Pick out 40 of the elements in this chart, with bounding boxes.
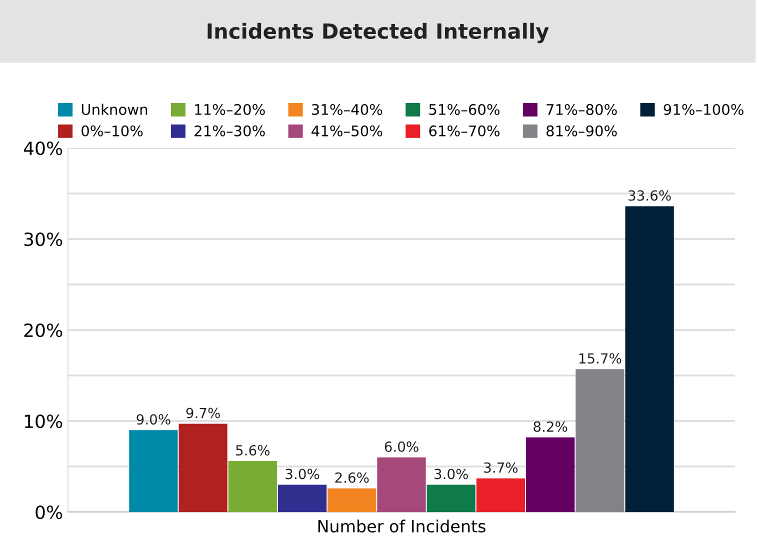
bar [228,461,277,512]
text: 2.6% [335,472,369,483]
x-axis-title: Number of Incidents [318,520,486,533]
bar [426,484,476,512]
y-tick-label: 10% [24,414,62,428]
text: 5.6% [236,445,270,456]
bar [278,484,327,512]
legend-label: 11%–20% [195,104,265,116]
legend-label: 71%–80% [546,104,617,116]
text: 33.6% [628,190,671,201]
text: 8.2% [534,421,568,432]
text: 3.7% [484,462,518,473]
y-tick-label: 20% [24,323,62,338]
bar [328,488,376,512]
bar [178,424,228,512]
legend-label: 61%–70% [429,125,500,136]
text: 3.0% [434,468,468,480]
text: 6.0% [384,441,418,452]
legend-label: Unknown [82,104,148,116]
y-tick-label: 0% [36,505,62,520]
text: 9.0% [136,414,170,425]
text: 3.0% [286,468,320,480]
bar [526,437,575,512]
chart-title: Incidents Detected Internally [208,22,549,44]
bar [129,430,178,512]
legend-label: 21%–30% [194,125,265,136]
bar [625,206,674,512]
y-tick-label: 40% [24,141,62,156]
bar [476,478,526,512]
legend-label: 51%–60% [429,104,500,116]
bar [377,457,426,512]
legend-label: 81%–90% [546,125,617,136]
legend-label: 0%–10% [82,125,143,136]
bar [576,369,624,512]
legend-label: 91%–100% [664,104,744,116]
legend-label: 31%–40% [312,104,382,116]
y-tick-label: 30% [24,232,62,246]
legend-label: 41%–50% [312,125,382,136]
text: 9.7% [186,408,220,418]
text: 15.7% [579,353,622,364]
